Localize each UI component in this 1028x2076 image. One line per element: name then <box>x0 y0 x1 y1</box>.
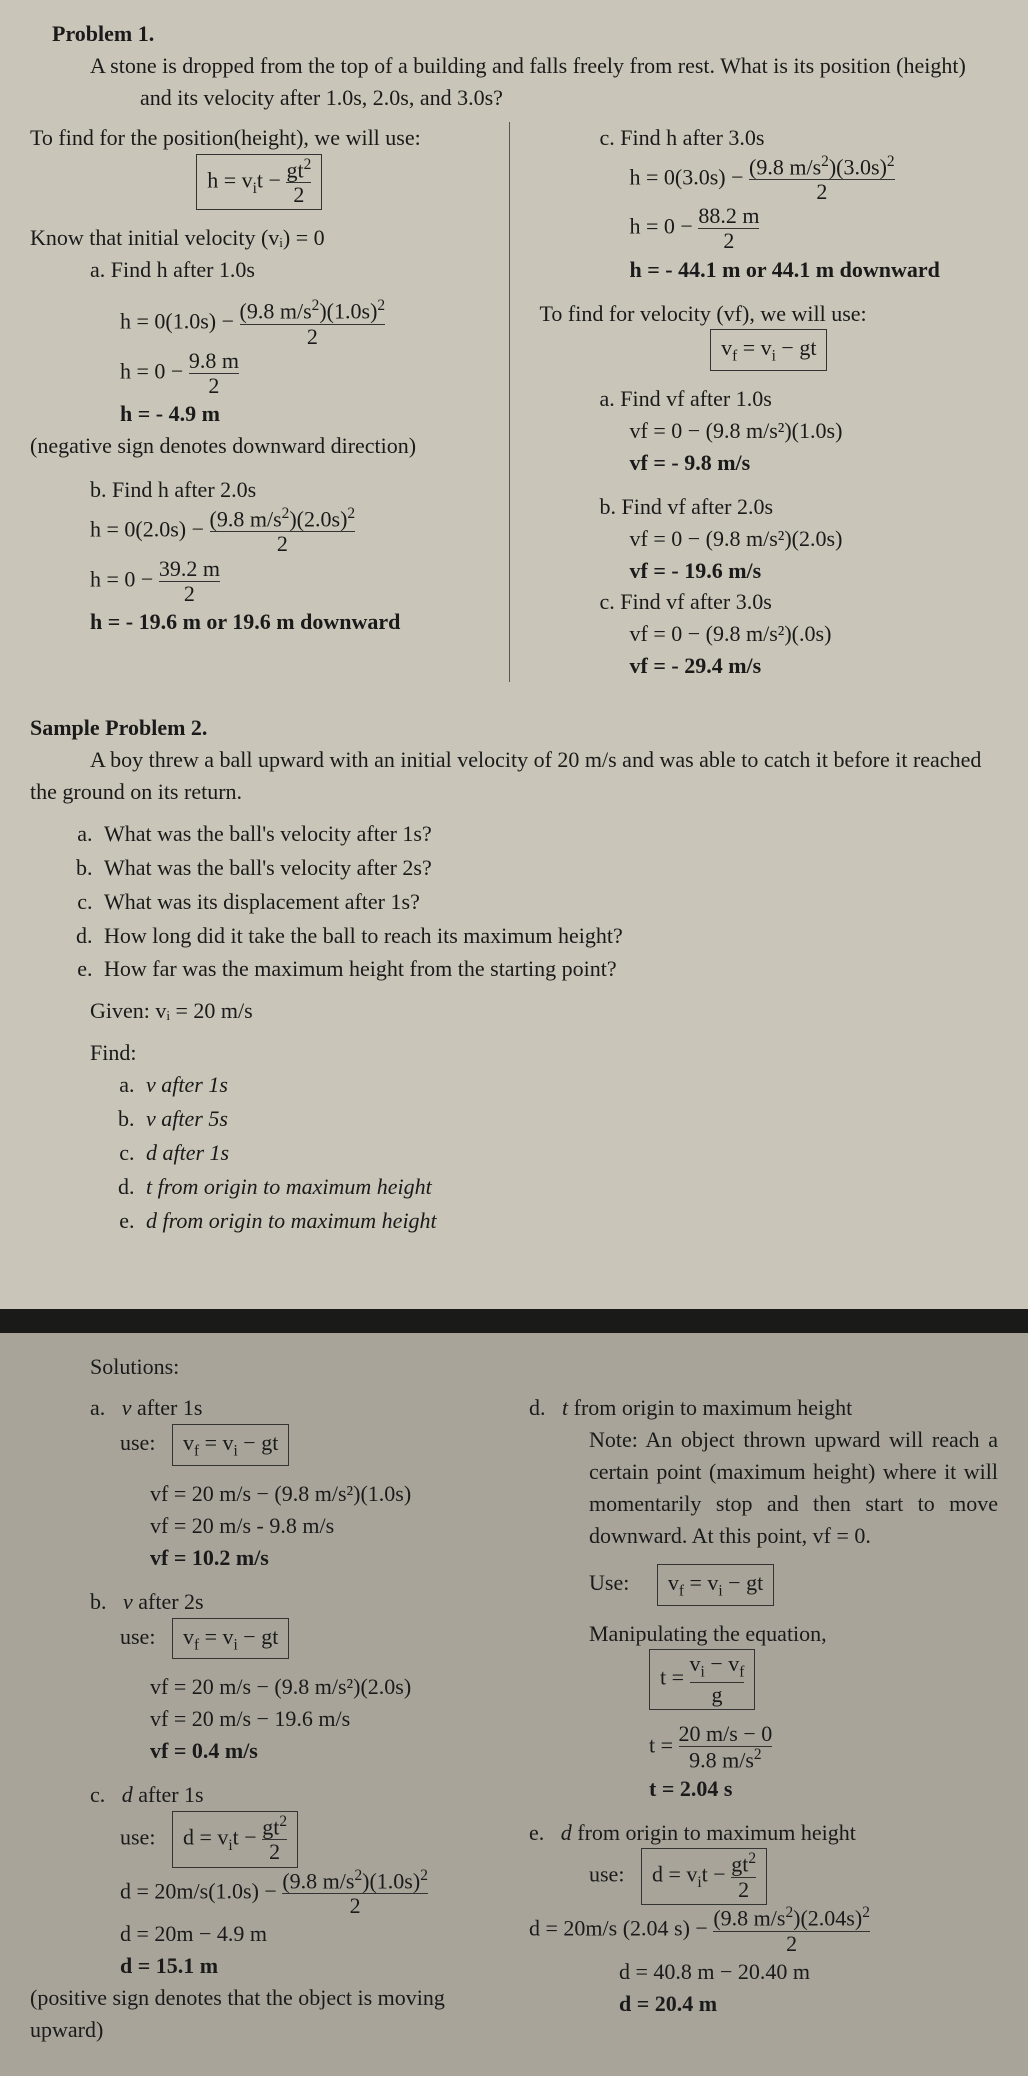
problem2-questions: What was the ball's velocity after 1s? W… <box>30 818 998 985</box>
sol-d-label: d. t from origin to maximum height <box>529 1392 998 1424</box>
q-d: How long did it take the ball to reach i… <box>98 920 998 952</box>
find-a: v after 1s <box>140 1069 998 1101</box>
b-eq3: h = - 19.6 m or 19.6 m downward <box>90 606 489 638</box>
vc-label: c. Find vf after 3.0s <box>600 586 999 618</box>
sol-d-use: Use: vf = vi − gt <box>589 1564 998 1606</box>
sol-d-eq1: t = 20 m/s − 09.8 m/s2 <box>649 1722 998 1773</box>
a-label: a. Find h after 1.0s <box>90 254 489 286</box>
page-solutions: Solutions: a. v after 1s use: vf = vi − … <box>0 1333 1028 2076</box>
sol-b-use: use: vf = vi − gt <box>120 1618 499 1660</box>
know-line: Know that initial velocity (vᵢ) = 0 <box>30 222 489 254</box>
a-note: (negative sign denotes downward directio… <box>30 430 489 462</box>
find-list: v after 1s v after 5s d after 1s t from … <box>30 1069 998 1236</box>
sol-e-eq2: d = 40.8 m − 20.40 m <box>619 1956 998 1988</box>
sol-a-eq2: vf = 20 m/s - 9.8 m/s <box>150 1510 499 1542</box>
vel-intro: To find for velocity (vf), we will use: <box>540 298 999 330</box>
a-eq3: h = - 4.9 m <box>120 398 489 430</box>
sol-d-manip: Manipulating the equation, <box>589 1618 998 1650</box>
position-intro: To find for the position(height), we wil… <box>30 122 489 154</box>
sol-e-eq3: d = 20.4 m <box>619 1988 998 2020</box>
solutions-heading: Solutions: <box>90 1351 998 1383</box>
sol-c-note: (positive sign denotes that the object i… <box>30 1982 499 2046</box>
col-right: c. Find h after 3.0s h = 0(3.0s) − (9.8 … <box>540 122 999 682</box>
problem1-prompt: A stone is dropped from the top of a bui… <box>140 50 998 114</box>
col-left: To find for the position(height), we wil… <box>30 122 510 682</box>
page-top: Problem 1. A stone is dropped from the t… <box>0 0 1028 1309</box>
sol-a-use: use: vf = vi − gt <box>120 1424 499 1466</box>
q-a: What was the ball's velocity after 1s? <box>98 818 998 850</box>
problem2-heading: Sample Problem 2. <box>30 712 998 744</box>
sol-e-eq1: d = 20m/s (2.04 s) − (9.8 m/s2)(2.04s)22 <box>529 1905 998 1956</box>
sol-d-note: Note: An object thrown upward will reach… <box>589 1424 998 1552</box>
vb-label: b. Find vf after 2.0s <box>600 491 999 523</box>
sol-c-label: c. d after 1s <box>90 1779 499 1811</box>
sol-d-eq2: t = 2.04 s <box>649 1773 998 1805</box>
q-e: How far was the maximum height from the … <box>98 953 998 985</box>
vb-eq1: vf = 0 − (9.8 m/s²)(2.0s) <box>630 523 999 555</box>
sol-a-eq3: vf = 10.2 m/s <box>150 1542 499 1574</box>
a-eq1: h = 0(1.0s) − (9.8 m/s2)(1.0s)22 <box>120 298 489 349</box>
sol-c-use: use: d = vit − gt22 <box>120 1811 499 1868</box>
vb-eq2: vf = - 19.6 m/s <box>630 555 999 587</box>
sol-d-tformula: t = vi − vfg <box>649 1649 998 1710</box>
c-label: c. Find h after 3.0s <box>600 122 999 154</box>
find-b: v after 5s <box>140 1103 998 1135</box>
b-eq1: h = 0(2.0s) − (9.8 m/s2)(2.0s)22 <box>90 506 489 557</box>
vc-eq2: vf = - 29.4 m/s <box>630 650 999 682</box>
va-eq2: vf = - 9.8 m/s <box>630 447 999 479</box>
sol-right: d. t from origin to maximum height Note:… <box>529 1392 998 2045</box>
problem1-heading: Problem 1. <box>30 18 998 50</box>
find-c: d after 1s <box>140 1137 998 1169</box>
b-eq2: h = 0 − 39.2 m2 <box>90 557 489 606</box>
q-b: What was the ball's velocity after 2s? <box>98 852 998 884</box>
formula-h: h = vit − gt22 <box>30 154 489 211</box>
c-eq2: h = 0 − 88.2 m2 <box>630 204 999 253</box>
sol-e-label: e. d from origin to maximum height <box>529 1817 998 1849</box>
a-eq2: h = 0 − 9.8 m2 <box>120 349 489 398</box>
va-label: a. Find vf after 1.0s <box>600 383 999 415</box>
problem2-prompt: A boy threw a ball upward with an initia… <box>30 744 998 808</box>
c-eq3: h = - 44.1 m or 44.1 m downward <box>630 254 999 286</box>
sol-c-eq1: d = 20m/s(1.0s) − (9.8 m/s2)(1.0s)22 <box>120 1868 499 1919</box>
sol-left: a. v after 1s use: vf = vi − gt vf = 20 … <box>30 1392 499 2045</box>
page-divider <box>0 1309 1028 1333</box>
find-d: t from origin to maximum height <box>140 1171 998 1203</box>
find-label: Find: <box>90 1037 998 1069</box>
sol-a-label: a. v after 1s <box>90 1392 499 1424</box>
sol-c-eq2: d = 20m − 4.9 m <box>120 1918 499 1950</box>
solutions-columns: a. v after 1s use: vf = vi − gt vf = 20 … <box>30 1392 998 2045</box>
q-c: What was its displacement after 1s? <box>98 886 998 918</box>
given: Given: vᵢ = 20 m/s <box>90 995 998 1027</box>
va-eq1: vf = 0 − (9.8 m/s²)(1.0s) <box>630 415 999 447</box>
vel-formula: vf = vi − gt <box>540 329 999 371</box>
sol-a-eq1: vf = 20 m/s − (9.8 m/s²)(1.0s) <box>150 1478 499 1510</box>
sol-c-eq3: d = 15.1 m <box>120 1950 499 1982</box>
sol-e-use: use: d = vit − gt22 <box>589 1848 998 1905</box>
sol-b-eq1: vf = 20 m/s − (9.8 m/s²)(2.0s) <box>150 1671 499 1703</box>
sol-b-eq3: vf = 0.4 m/s <box>150 1735 499 1767</box>
problem1-columns: To find for the position(height), we wil… <box>30 122 998 682</box>
find-e: d from origin to maximum height <box>140 1205 998 1237</box>
b-label: b. Find h after 2.0s <box>90 474 489 506</box>
c-eq1: h = 0(3.0s) − (9.8 m/s2)(3.0s)22 <box>630 154 999 205</box>
sol-b-eq2: vf = 20 m/s − 19.6 m/s <box>150 1703 499 1735</box>
vc-eq1: vf = 0 − (9.8 m/s²)(.0s) <box>630 618 999 650</box>
sol-b-label: b. v after 2s <box>90 1586 499 1618</box>
